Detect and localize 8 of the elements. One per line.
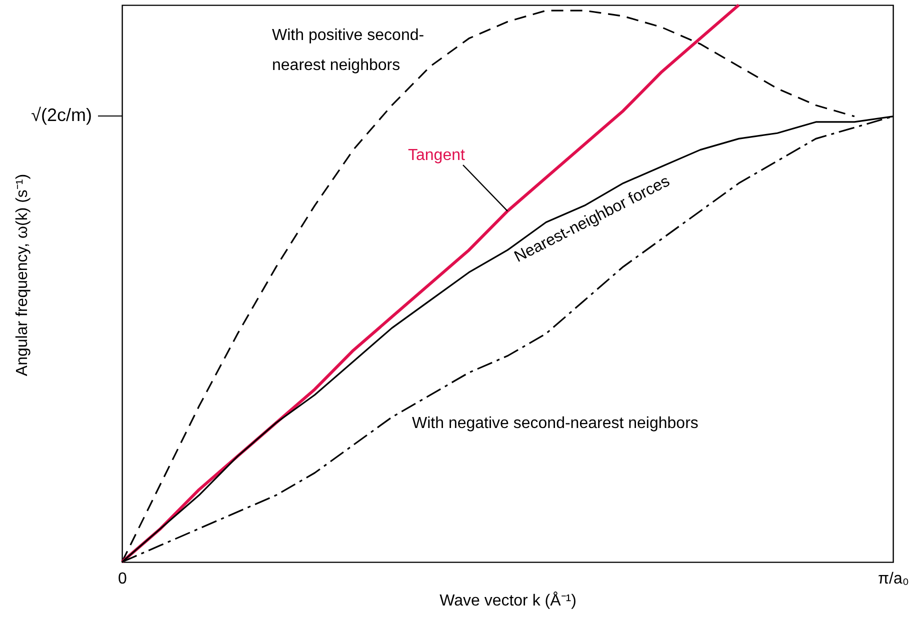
text: Angular frequency, ω(k) (s⁻¹) — [14, 174, 31, 376]
text: √(2c/m) — [31, 105, 92, 125]
series-label: With negative second-nearest neighbors — [412, 415, 698, 432]
series-label: With positive second-nearest neighbors — [272, 27, 424, 74]
x-axis-title: Wave vector k (Å⁻¹) — [440, 592, 576, 610]
x-tick-label: π/a₀ — [878, 570, 910, 588]
x-tick-label: 0 — [118, 570, 128, 588]
text: Tangent — [408, 147, 466, 164]
